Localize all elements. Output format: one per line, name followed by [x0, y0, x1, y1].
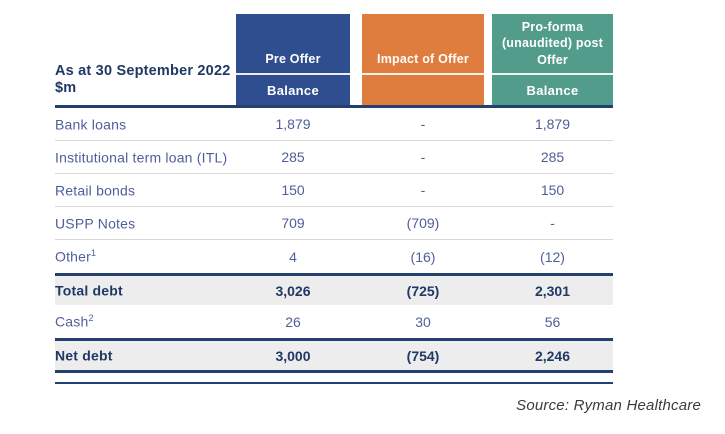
table-closing-rule	[55, 382, 613, 384]
cell-impact: -	[420, 182, 426, 198]
cell-impact: (725)	[406, 282, 440, 299]
row-label: USPP Notes	[55, 215, 136, 232]
table-header: As at 30 September 2022 $m Pre Offer Bal…	[55, 14, 613, 108]
cell-pre-offer: 4	[289, 248, 297, 265]
column-title: Impact of Offer	[377, 51, 469, 66]
header-divider	[492, 73, 613, 75]
cell-impact: 30	[415, 313, 431, 330]
cell-pre-offer: 1,879	[275, 116, 311, 132]
row-label: Institutional term loan (ITL)	[55, 149, 228, 166]
cell-pro-forma: 56	[544, 313, 561, 330]
cell-impact: (754)	[406, 347, 440, 364]
cell-pre-offer: 3,026	[275, 282, 311, 299]
row-label: Retail bonds	[55, 182, 136, 199]
cell-pre-offer: 285	[281, 149, 305, 165]
footnote-marker: 1	[91, 248, 97, 259]
cell-pre-offer: 3,000	[275, 347, 311, 364]
cell-impact: -	[420, 116, 426, 132]
cell-pre-offer: 150	[281, 182, 305, 198]
cell-pre-offer: 26	[285, 313, 301, 330]
cell-pro-forma: (12)	[540, 248, 565, 265]
table-title-line2: $m	[55, 80, 77, 97]
column-header-impact-of-offer: Impact of Offer	[362, 14, 484, 105]
table-row-other: Other1 4 (16) (12)	[55, 240, 613, 273]
cell-impact: (709)	[406, 215, 440, 231]
cell-pro-forma: 2,301	[534, 282, 571, 299]
table-row-total-debt: Total debt 3,026 (725) 2,301	[55, 273, 613, 305]
cell-impact: (16)	[410, 248, 436, 265]
row-label: Bank loans	[55, 116, 127, 133]
cell-pro-forma: 2,246	[534, 347, 571, 364]
column-subtitle	[362, 75, 484, 105]
source-attribution: Source: Ryman Healthcare	[516, 397, 701, 414]
cell-pro-forma: 150	[540, 182, 565, 198]
row-label: Total debt	[55, 282, 123, 299]
debt-table: As at 30 September 2022 $m Pre Offer Bal…	[55, 14, 613, 384]
column-subtitle: Balance	[526, 82, 579, 98]
table-title: As at 30 September 2022 $m	[55, 14, 236, 105]
cell-pro-forma: 1,879	[534, 116, 571, 132]
row-label: Net debt	[55, 347, 113, 364]
footnote-marker: 2	[88, 313, 94, 324]
cell-pro-forma: 285	[540, 149, 565, 165]
column-header-pre-offer: Pre Offer Balance	[236, 14, 350, 105]
table-row-bank-loans: Bank loans 1,879 - 1,879	[55, 108, 613, 141]
table-title-line1: As at 30 September 2022	[55, 62, 231, 79]
column-title: Pro-forma (unaudited) post Offer	[501, 20, 604, 67]
table-row-net-debt: Net debt 3,000 (754) 2,246	[55, 338, 613, 373]
cell-pre-offer: 709	[281, 215, 305, 231]
cell-pro-forma: -	[550, 215, 555, 231]
row-label: Other1	[55, 248, 97, 265]
row-label: Cash2	[55, 313, 94, 330]
table-row-retail-bonds: Retail bonds 150 - 150	[55, 174, 613, 207]
table-row-institutional-term-loan: Institutional term loan (ITL) 285 - 285	[55, 141, 613, 174]
column-subtitle: Balance	[267, 82, 319, 98]
column-title: Pre Offer	[265, 51, 321, 66]
header-divider	[236, 73, 350, 75]
table-row-uspp-notes: USPP Notes 709 (709) -	[55, 207, 613, 240]
header-divider	[362, 73, 484, 75]
table-row-cash: Cash2 26 30 56	[55, 305, 613, 338]
cell-impact: -	[420, 149, 426, 165]
column-header-pro-forma: Pro-forma (unaudited) post Offer Balance	[492, 14, 613, 105]
